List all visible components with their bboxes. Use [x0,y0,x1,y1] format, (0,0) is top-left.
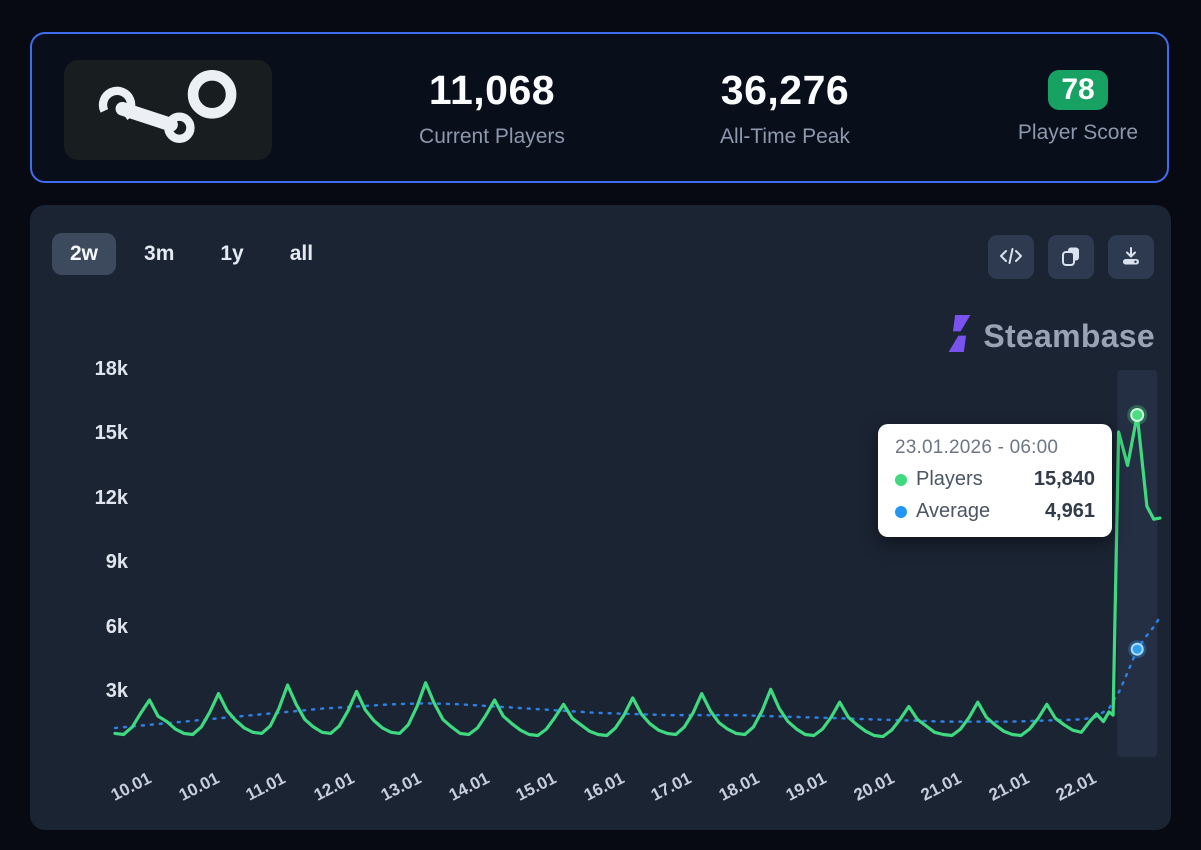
range-button-all[interactable]: all [272,233,331,275]
y-tick-label: 9k [105,551,128,574]
all-time-peak-value: 36,276 [720,66,850,113]
steambase-brand-text: Steambase [983,317,1155,354]
all-time-peak-stat: 36,276 All-Time Peak [645,34,925,181]
chart-tooltip: 23.01.2026 - 06:00 Players 15,840 Averag… [878,424,1112,537]
current-players-label: Current Players [419,124,565,148]
tooltip-date: 23.01.2026 - 06:00 [895,437,1059,458]
player-score-badge: 78 [1048,70,1108,110]
range-button-3m[interactable]: 3m [126,233,192,275]
player-score-label: Player Score [1017,121,1139,144]
steambase-icon [946,315,973,357]
stats-card: 11,068 Current Players 36,276 All-Time P… [30,32,1169,183]
copy-button[interactable] [1048,235,1094,279]
y-tick-label: 6k [105,615,128,638]
steam-icon [92,65,244,156]
y-tick-label: 15k [94,422,128,445]
y-tick-label: 3k [105,680,128,703]
player-chart-svg [113,370,1162,757]
time-range-selector: 2w 3m 1y all [52,233,341,275]
player-score-stat: 78 Player Score [938,34,1201,181]
code-icon [999,245,1023,270]
tooltip-players-value: 15,840 [1033,468,1095,490]
all-time-peak-label: All-Time Peak [720,124,850,148]
range-button-1y[interactable]: 1y [202,233,261,275]
download-button[interactable] [1108,235,1154,279]
average-dot-icon [895,505,907,518]
players-dot-icon [895,473,907,486]
tooltip-players-row: Players 15,840 [895,468,1095,491]
range-button-2w[interactable]: 2w [52,233,117,275]
y-tick-label: 18k [94,357,128,380]
steambase-brand-link[interactable]: Steambase [946,315,1155,357]
tooltip-average-label: Average [916,500,991,522]
chart-actions [988,235,1154,279]
current-players-stat: 11,068 Current Players [352,34,632,181]
download-icon [1120,245,1142,270]
y-tick-label: 12k [94,486,128,509]
copy-icon [1060,245,1082,270]
chart-card: 2w 3m 1y all [30,205,1171,830]
tooltip-average-row: Average 4,961 [895,500,1095,523]
steam-logo-tile [64,60,272,160]
tooltip-players-label: Players [916,468,983,490]
current-players-value: 11,068 [428,66,556,113]
player-chart[interactable]: 3k 6k 9k 12k 15k 18k 10.01 10.01 11.01 12.01 13.0… [30,205,1171,830]
tooltip-average-value: 4,961 [1044,500,1095,522]
embed-code-button[interactable] [988,235,1034,279]
